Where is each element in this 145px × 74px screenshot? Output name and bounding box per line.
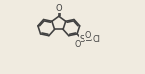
Text: S: S <box>80 35 85 44</box>
Text: O: O <box>56 4 62 13</box>
Text: Cl: Cl <box>92 35 100 44</box>
Text: O: O <box>74 40 80 49</box>
Text: O: O <box>85 31 91 40</box>
